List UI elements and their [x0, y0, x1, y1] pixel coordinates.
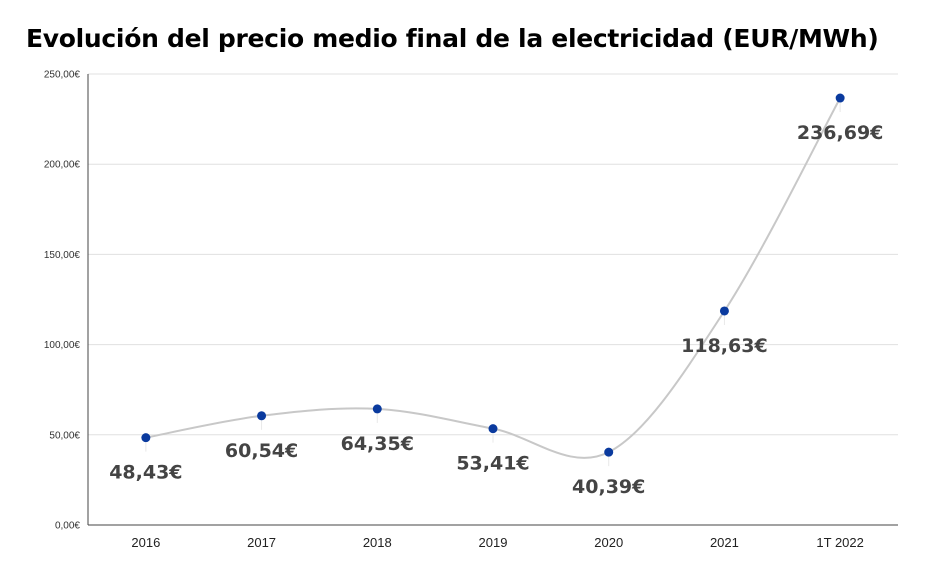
data-labels: 48,43€ 60,54€ 64,35€ 53,41€ 40,39€ 118,63€ 236… [109, 122, 883, 498]
data-point [719, 306, 729, 316]
data-point [141, 433, 151, 443]
x-tick-label: 2016 [131, 535, 160, 550]
x-tick-label: 2017 [247, 535, 276, 550]
data-point [372, 404, 382, 414]
data-point [835, 93, 845, 103]
y-tick-label: 50,00€ [49, 430, 80, 441]
x-tick-label: 1T 2022 [816, 535, 863, 550]
x-tick-label: 2021 [710, 535, 739, 550]
data-label: 236,69€ [797, 122, 884, 144]
data-point [257, 411, 267, 421]
x-tick-label: 2020 [594, 535, 623, 550]
y-tick-label: 0,00€ [55, 521, 80, 532]
y-tick-label: 100,00€ [44, 340, 81, 351]
axes [87, 74, 898, 526]
data-point [604, 447, 614, 457]
x-tick-labels: 2016 2017 2018 2019 2020 2021 1T 2022 [131, 535, 863, 550]
x-tick-label: 2018 [363, 535, 392, 550]
data-label: 48,43€ [109, 462, 182, 484]
y-tick-label: 250,00€ [44, 70, 81, 81]
gridlines [88, 73, 898, 436]
series-line-path [145, 97, 842, 459]
x-tick-label: 2019 [479, 535, 508, 550]
y-tick-label: 200,00€ [44, 160, 81, 171]
y-tick-labels: 0,00€ 50,00€ 100,00€ 150,00€ 200,00€ 250,00€ [44, 70, 81, 532]
data-label: 53,41€ [456, 453, 529, 475]
y-tick-label: 150,00€ [44, 250, 81, 261]
data-points [141, 93, 845, 467]
data-point [488, 424, 498, 434]
data-label: 60,54€ [225, 440, 298, 462]
data-label: 118,63€ [681, 335, 768, 357]
data-label: 40,39€ [572, 476, 645, 498]
data-label: 64,35€ [341, 433, 414, 455]
chart-title: Evolución del precio medio final de la e… [26, 24, 879, 53]
series-line [145, 97, 842, 459]
